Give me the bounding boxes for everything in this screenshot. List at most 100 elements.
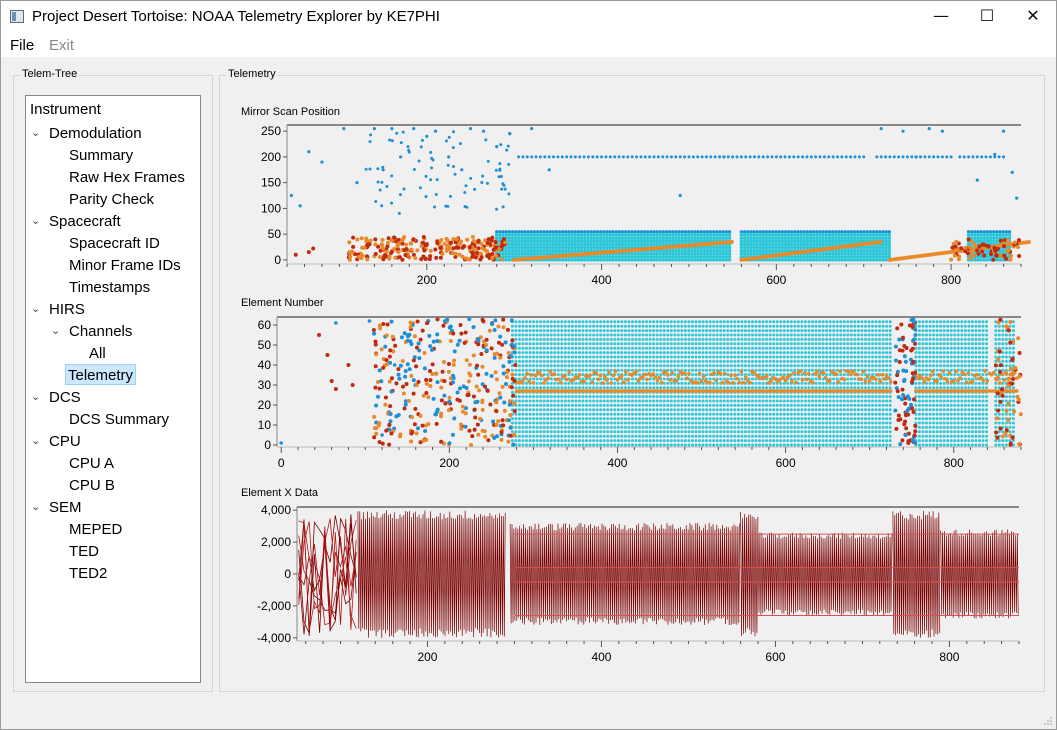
data-point: [849, 248, 854, 253]
tree-item-raw-hex-frames[interactable]: Raw Hex Frames: [69, 169, 185, 186]
tree-item-dcs[interactable]: DCS: [49, 389, 81, 406]
tree-item-channels[interactable]: Channels: [69, 323, 133, 340]
data-point: [549, 337, 553, 341]
data-point: [634, 425, 638, 429]
data-point: [796, 377, 800, 381]
data-point: [623, 421, 627, 425]
tree-item-cpu-b[interactable]: CPU B: [69, 477, 115, 494]
tree-item-cpu[interactable]: CPU: [49, 433, 81, 450]
data-point: [510, 245, 515, 250]
maximize-button[interactable]: ☐: [979, 6, 995, 25]
menu-file[interactable]: File: [10, 37, 35, 54]
data-point: [534, 155, 538, 159]
data-point: [982, 233, 987, 237]
data-point: [715, 381, 719, 385]
tree-item-timestamps[interactable]: Timestamps: [69, 279, 151, 296]
data-point: [532, 337, 536, 341]
tree-item-dcs-summary[interactable]: DCS Summary: [69, 411, 170, 428]
data-point: [659, 329, 663, 333]
data-point: [715, 329, 719, 333]
close-button[interactable]: ✕: [1026, 6, 1040, 25]
data-point: [777, 239, 781, 244]
data-point: [793, 230, 797, 234]
data-point: [494, 236, 499, 241]
data-point: [698, 320, 702, 324]
data-point: [355, 181, 359, 185]
data-point: [514, 412, 518, 416]
data-point: [789, 258, 794, 262]
data-point: [616, 439, 620, 443]
data-point: [551, 242, 556, 247]
data-point: [787, 155, 791, 159]
data-point: [761, 320, 765, 324]
telem-tree[interactable]: Instrument Demodulation ⌄ Summary Raw Hex F…: [25, 95, 201, 683]
data-point: [481, 174, 485, 178]
data-point: [435, 241, 440, 246]
data-point: [754, 346, 758, 350]
chevron-down-icon[interactable]: ⌄: [31, 390, 41, 403]
data-point: [815, 230, 819, 234]
chevron-down-icon[interactable]: ⌄: [31, 500, 41, 513]
data-point: [498, 236, 502, 241]
data-point: [617, 230, 621, 234]
minimize-button[interactable]: —: [933, 6, 949, 25]
chevron-down-icon[interactable]: ⌄: [31, 214, 41, 227]
data-point: [630, 233, 634, 237]
data-point: [623, 346, 627, 350]
data-point: [658, 258, 663, 262]
data-point: [440, 251, 445, 256]
data-point: [800, 417, 804, 421]
chevron-down-icon[interactable]: ⌄: [31, 126, 41, 139]
tree-item-ted[interactable]: TED: [69, 543, 99, 560]
data-point: [877, 251, 882, 256]
data-point: [520, 245, 524, 250]
title-bar[interactable]: Project Desert Tortoise: NOAA Telemetry …: [1, 1, 1056, 33]
data-point: [687, 359, 691, 363]
tree-item-telemetry[interactable]: Telemetry: [65, 364, 137, 385]
data-point: [789, 324, 793, 328]
data-point: [549, 346, 553, 350]
data-point: [830, 236, 835, 241]
data-point: [724, 233, 729, 237]
tree-item-cpu-a[interactable]: CPU A: [69, 455, 115, 472]
data-point: [747, 346, 751, 350]
menu-exit[interactable]: Exit: [49, 37, 75, 54]
tree-item-spacecraft-id[interactable]: Spacecraft ID: [69, 235, 160, 252]
tree-item-spacecraft[interactable]: Spacecraft: [49, 213, 121, 230]
data-point: [750, 359, 754, 363]
data-point: [627, 230, 631, 234]
tree-item-sem[interactable]: SEM: [49, 499, 82, 516]
chevron-down-icon[interactable]: ⌄: [31, 434, 41, 447]
data-point: [495, 145, 499, 149]
data-point: [528, 421, 532, 425]
data-point: [639, 254, 644, 259]
tree-item-all[interactable]: All: [89, 345, 106, 362]
data-point: [782, 346, 786, 350]
data-point: [623, 320, 627, 324]
data-point: [364, 236, 369, 241]
tree-item-hirs[interactable]: HIRS: [49, 301, 85, 318]
data-point: [758, 251, 763, 256]
chevron-down-icon[interactable]: ⌄: [31, 302, 41, 315]
x-tick-label: 600: [776, 456, 796, 470]
tree-item-parity-check[interactable]: Parity Check: [69, 191, 155, 208]
data-point: [320, 160, 324, 164]
tree-item-demodulation[interactable]: Demodulation: [49, 125, 142, 142]
chevron-down-icon[interactable]: ⌄: [51, 324, 61, 337]
data-point: [435, 178, 439, 182]
tree-item-minor-frame-ids[interactable]: Minor Frame IDs: [69, 257, 181, 274]
tree-item-meped[interactable]: MEPED: [69, 521, 123, 538]
data-point: [782, 434, 786, 438]
data-point: [510, 233, 515, 237]
data-point: [419, 244, 424, 249]
data-point: [642, 251, 647, 256]
tree-item-ted2[interactable]: TED2: [69, 565, 108, 582]
data-point: [567, 364, 571, 368]
data-point: [814, 359, 818, 363]
data-point: [722, 324, 726, 328]
data-point: [655, 329, 659, 333]
tree-item-summary[interactable]: Summary: [69, 147, 134, 164]
tree-root-instrument[interactable]: Instrument: [30, 101, 101, 118]
